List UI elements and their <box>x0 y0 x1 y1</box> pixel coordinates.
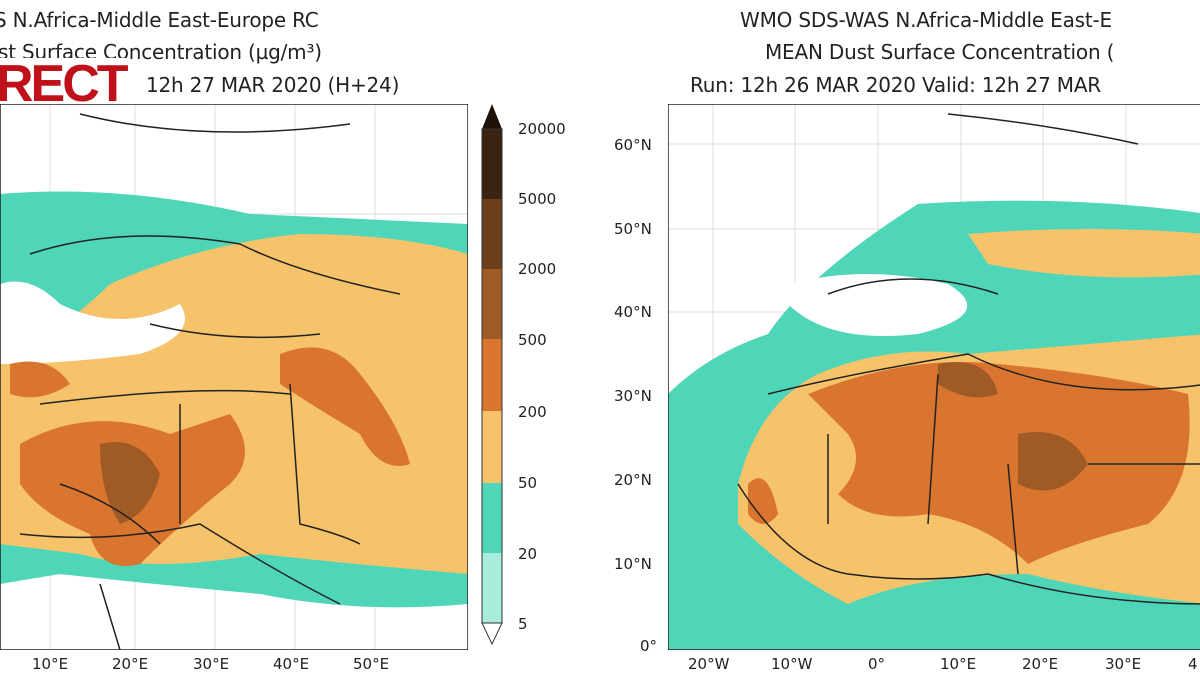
colorbar-label: 200 <box>518 403 547 421</box>
left-lon-tick: 50°E <box>353 655 390 673</box>
colorbar-label: 20 <box>518 545 538 563</box>
dust-zone-high <box>808 362 1190 564</box>
colorbar-segment <box>482 411 502 483</box>
right-lon-tick: 4 <box>1188 655 1198 673</box>
colorbar <box>481 104 503 646</box>
right-title-line2: MEAN Dust Surface Concentration ( <box>765 40 1115 64</box>
colorbar-label: 5000 <box>518 190 557 208</box>
colorbar-label: 20000 <box>518 120 566 138</box>
colorbar-segment <box>482 199 502 269</box>
colorbar-segment <box>482 269 502 339</box>
left-title-line3: 12h 27 MAR 2020 (H+24) <box>146 73 400 97</box>
broadcast-overlay-label: RECT <box>0 58 129 110</box>
colorbar-label: 2000 <box>518 260 557 278</box>
colorbar-label: 50 <box>518 474 538 492</box>
left-dust-map <box>0 104 468 650</box>
right-title-line1: WMO SDS-WAS N.Africa-Middle East-E <box>740 8 1112 32</box>
right-lon-tick: 0° <box>868 655 886 673</box>
colorbar-segment <box>482 129 502 199</box>
colorbar-segment <box>482 339 502 411</box>
colorbar-segment <box>482 553 502 623</box>
right-lat-tick: 0° <box>640 637 658 655</box>
right-lon-tick: 10°E <box>940 655 977 673</box>
colorbar-extend-min <box>481 622 503 646</box>
right-dust-map <box>668 104 1200 650</box>
right-lon-tick: 30°E <box>1105 655 1142 673</box>
left-lon-tick: 40°E <box>273 655 310 673</box>
colorbar-label: 500 <box>518 331 547 349</box>
right-lat-tick: 30°N <box>614 387 652 405</box>
colorbar-label: 5 <box>518 615 528 633</box>
right-lat-tick: 40°N <box>614 303 652 321</box>
left-title-line1: S N.Africa-Middle East-Europe RC <box>0 8 319 32</box>
right-lon-tick: 20°E <box>1022 655 1059 673</box>
right-lon-tick: 20°W <box>688 655 730 673</box>
right-title-line3: Run: 12h 26 MAR 2020 Valid: 12h 27 MAR <box>690 73 1101 97</box>
right-lat-tick: 20°N <box>614 471 652 489</box>
right-lat-tick: 50°N <box>614 220 652 238</box>
right-lat-tick: 10°N <box>614 555 652 573</box>
colorbar-segment <box>482 483 502 553</box>
left-lon-tick: 30°E <box>193 655 230 673</box>
right-lat-tick: 60°N <box>614 136 652 154</box>
left-lon-tick: 20°E <box>112 655 149 673</box>
left-lon-tick: 10°E <box>32 655 69 673</box>
right-lon-tick: 10°W <box>771 655 813 673</box>
colorbar-extend-max <box>482 104 502 129</box>
